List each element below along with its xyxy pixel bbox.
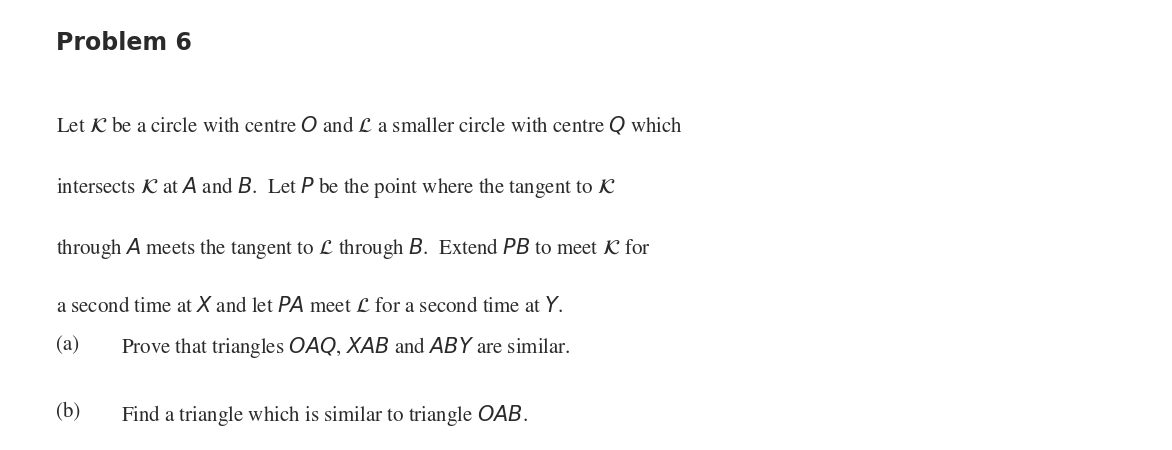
Text: Prove that triangles $OAQ$, $XAB$ and $ABY$ are similar.: Prove that triangles $OAQ$, $XAB$ and $A… <box>121 335 571 360</box>
Text: Let $\mathcal{K}$ be a circle with centre $O$ and $\mathcal{L}$ a smaller circle: Let $\mathcal{K}$ be a circle with centr… <box>56 115 683 137</box>
Text: (b): (b) <box>56 403 81 423</box>
Text: Find a triangle which is similar to triangle $OAB$.: Find a triangle which is similar to tria… <box>121 403 527 428</box>
Text: (a): (a) <box>56 335 80 355</box>
Text: intersects $\mathcal{K}$ at $A$ and $B$.  Let $P$ be the point where the tangent: intersects $\mathcal{K}$ at $A$ and $B$.… <box>56 176 615 201</box>
Text: Problem 6: Problem 6 <box>56 32 192 55</box>
Text: a second time at $X$ and let $PA$ meet $\mathcal{L}$ for a second time at $Y$.: a second time at $X$ and let $PA$ meet $… <box>56 297 564 317</box>
Text: through $A$ meets the tangent to $\mathcal{L}$ through $B$.  Extend $PB$ to meet: through $A$ meets the tangent to $\mathc… <box>56 236 650 261</box>
